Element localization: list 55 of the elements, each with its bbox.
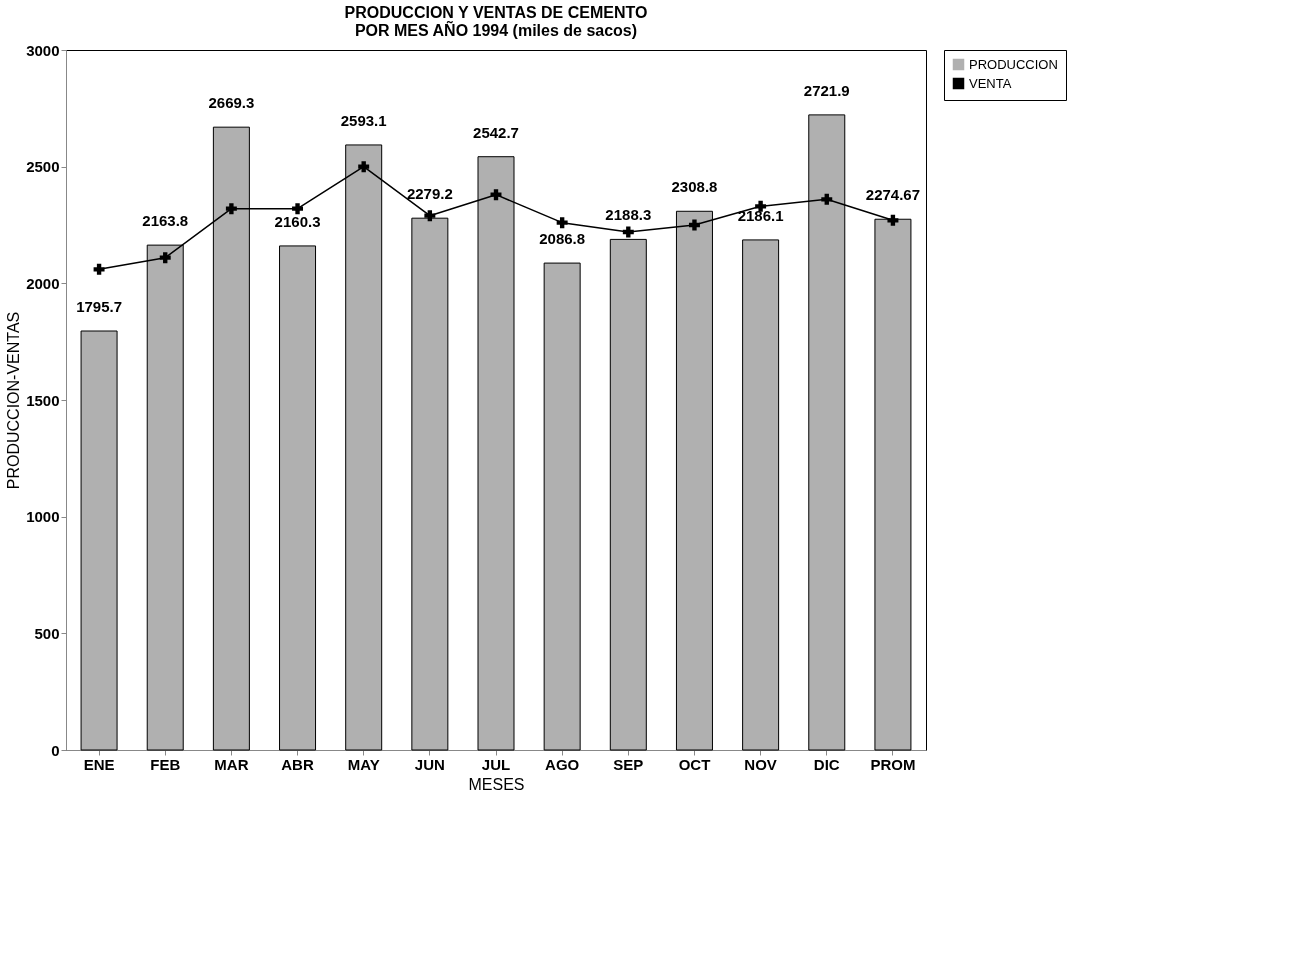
x-tick-label: JUN [414,755,445,773]
point [821,193,833,205]
x-axis-title: MESES [468,775,525,793]
y-tick-label: 3000 [26,41,60,59]
x-tick-label: PROM [870,755,916,773]
x-tick-label: NOV [744,755,777,773]
point [887,214,899,226]
data-label: 2308.8 [671,178,718,196]
x-tick-label: SEP [613,755,644,773]
x-tick-label: FEB [150,755,181,773]
data-label: 2542.7 [473,123,519,141]
point [556,217,568,229]
data-label: 2274.67 [865,186,921,204]
data-label: 2669.3 [208,94,255,112]
y-tick-label: 1500 [26,391,60,409]
point [358,161,370,173]
point [292,203,304,215]
point [225,203,237,215]
bar [742,239,780,751]
bar [80,330,118,751]
bar [279,245,317,751]
point [159,252,171,264]
x-tick-label: MAY [347,755,380,773]
legend-label: VENTA [969,75,1012,91]
bar [609,238,647,751]
data-label: 2279.2 [406,185,453,203]
data-label: 2086.8 [539,230,586,248]
y-tick-label: 2000 [26,274,60,292]
data-label: 2188.3 [605,206,652,224]
x-tick-label: JUL [481,755,511,773]
x-tick-label: ABR [281,755,314,773]
point [93,263,105,275]
y-tick-label: 500 [34,624,60,642]
x-tick-label: AGO [545,755,580,773]
x-tick-label: DIC [813,755,840,773]
x-tick-label: MAR [214,755,249,773]
data-label: 1795.7 [76,298,123,315]
data-label: 2721.9 [803,81,850,99]
data-label: 2160.3 [274,212,321,230]
point [490,189,502,201]
data-label: 2186.1 [737,206,784,224]
data-label: 2163.8 [142,212,189,230]
x-tick-label: ENE [83,755,115,773]
y-tick-label: 0 [51,741,60,759]
point [424,210,436,222]
data-label: 2593.1 [340,111,387,129]
y-axis-title: PRODUCCION-VENTAS [5,311,23,490]
legend-label: PRODUCCION [969,56,1058,72]
point [755,200,767,212]
x-tick-label: OCT [678,755,711,773]
bar [543,262,581,751]
chart-title: PRODUCCION Y VENTAS DE CEMENTO POR MES AÑO 1994 (miles de sacos) [344,4,648,39]
y-tick-label: 2500 [26,158,60,176]
point [688,219,700,231]
y-tick-label: 1000 [26,508,60,526]
